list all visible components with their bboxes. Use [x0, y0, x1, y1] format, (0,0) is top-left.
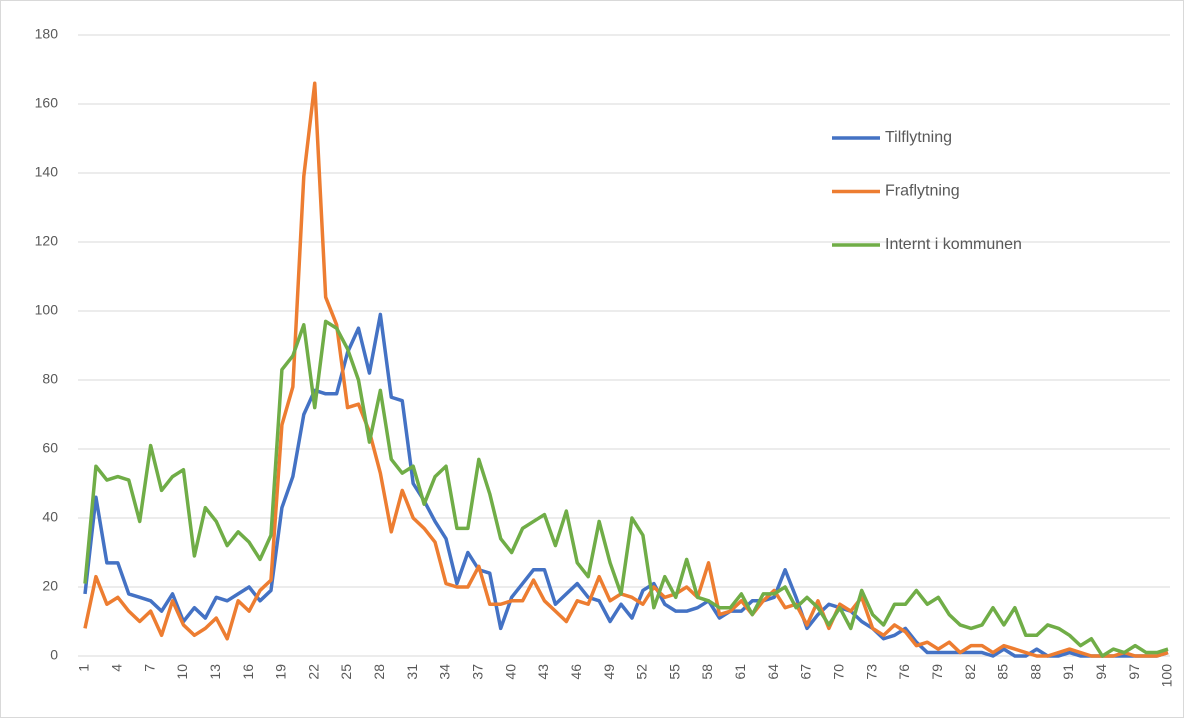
legend-label: Internt i kommunen	[885, 236, 1022, 253]
series-line	[83, 81, 1169, 658]
x-tick-label: 16	[240, 664, 256, 680]
x-tick-label: 31	[404, 664, 420, 680]
x-tick-label: 22	[305, 664, 321, 680]
x-tick-label: 76	[896, 664, 912, 680]
x-tick-label: 97	[1126, 664, 1142, 680]
x-tick-label: 82	[962, 664, 978, 680]
x-tick-label: 79	[929, 664, 945, 680]
x-tick-label: 40	[502, 664, 518, 680]
x-tick-label: 19	[273, 664, 289, 680]
series-line	[83, 319, 1169, 658]
x-tick-label: 37	[470, 664, 486, 680]
x-tick-label: 91	[1060, 664, 1076, 680]
x-tick-label: 94	[1093, 664, 1109, 680]
x-tick-label: 64	[765, 664, 781, 680]
x-tick-label: 25	[338, 664, 354, 680]
x-tick-label: 28	[371, 664, 387, 680]
x-tick-label: 43	[535, 664, 551, 680]
legend-label: Fraflytning	[885, 183, 960, 200]
y-tick-label: 160	[35, 95, 59, 111]
x-tick-label: 58	[699, 664, 715, 680]
x-tick-label: 67	[798, 664, 814, 680]
y-tick-label: 120	[35, 233, 59, 249]
y-tick-label: 60	[42, 440, 58, 456]
legend-label: Tilflytning	[885, 129, 952, 146]
y-tick-label: 180	[35, 26, 59, 42]
y-tick-label: 0	[50, 647, 58, 663]
x-tick-label: 88	[1027, 664, 1043, 680]
y-tick-label: 80	[42, 371, 58, 387]
x-tick-label: 10	[174, 664, 190, 680]
x-tick-label: 13	[207, 664, 223, 680]
x-tick-label: 49	[601, 664, 617, 680]
x-tick-label: 85	[995, 664, 1011, 680]
x-tick-label: 70	[831, 664, 847, 680]
y-tick-label: 140	[35, 164, 59, 180]
x-tick-label: 52	[634, 664, 650, 680]
y-tick-label: 40	[42, 509, 58, 525]
x-tick-label: 7	[141, 664, 157, 672]
x-tick-label: 1	[76, 664, 92, 672]
x-tick-label: 100	[1159, 664, 1175, 688]
x-tick-label: 73	[863, 664, 879, 680]
x-tick-label: 34	[437, 664, 453, 680]
x-tick-label: 55	[666, 664, 682, 680]
x-tick-label: 4	[109, 664, 125, 672]
x-tick-label: 46	[568, 664, 584, 680]
y-tick-label: 20	[42, 578, 58, 594]
x-tick-label: 61	[732, 664, 748, 680]
y-tick-label: 100	[35, 302, 59, 318]
series-line	[83, 312, 1169, 658]
